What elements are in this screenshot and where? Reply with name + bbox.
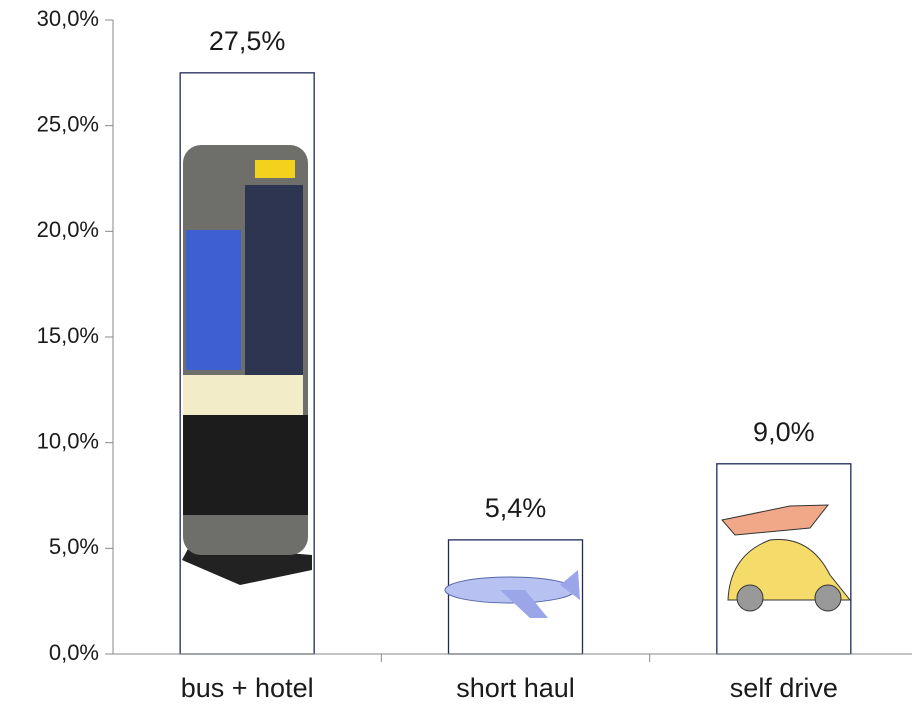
bus-stripe bbox=[183, 375, 303, 415]
car-wheel bbox=[737, 585, 763, 611]
y-tick-label: 5,0% bbox=[49, 534, 99, 559]
bus-windshield bbox=[245, 185, 303, 395]
y-tick-label: 0,0% bbox=[49, 640, 99, 665]
chart: 0,0% 5,0% 10,0% 15,0% 20,0% 25,0% 30,0% bus + h… bbox=[0, 0, 912, 706]
x-tick-label: short haul bbox=[456, 673, 575, 703]
bus-front bbox=[183, 415, 308, 515]
bus-sign bbox=[255, 160, 295, 178]
y-tick-label: 20,0% bbox=[37, 217, 99, 242]
value-label: 5,4% bbox=[485, 493, 547, 523]
car-wheel bbox=[815, 585, 841, 611]
value-label: 27,5% bbox=[209, 26, 286, 56]
value-label: 9,0% bbox=[753, 417, 815, 447]
y-tick-label: 15,0% bbox=[37, 323, 99, 348]
x-tick-label: bus + hotel bbox=[181, 673, 314, 703]
bus-windows bbox=[186, 230, 241, 370]
x-tick-label: self drive bbox=[730, 673, 838, 703]
y-tick-label: 25,0% bbox=[37, 111, 99, 136]
y-tick-label: 30,0% bbox=[37, 6, 99, 31]
y-tick-label: 10,0% bbox=[37, 428, 99, 453]
